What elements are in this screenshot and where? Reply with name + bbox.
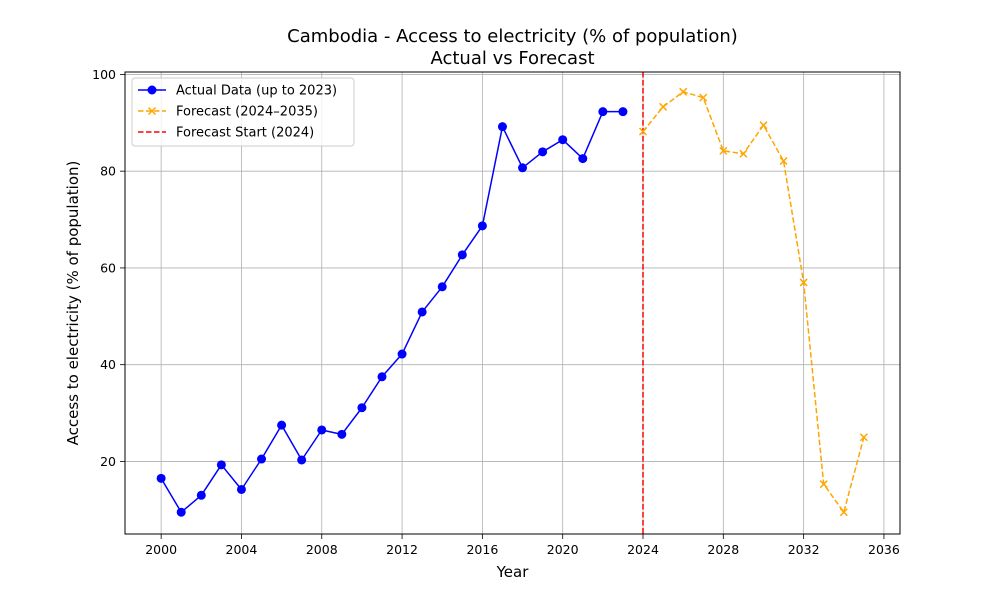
- x-tick-label: 2036: [868, 542, 900, 557]
- forecast-data-point: [739, 149, 748, 158]
- actual-data-point: [417, 307, 427, 317]
- actual-data-point: [518, 163, 528, 173]
- legend-actual-label: Actual Data (up to 2023): [176, 84, 337, 99]
- actual-data-point: [176, 507, 186, 517]
- x-tick-label: 2016: [466, 542, 498, 557]
- legend-actual-marker: [147, 85, 157, 95]
- actual-data-point: [377, 372, 387, 382]
- actual-data-point: [578, 154, 588, 164]
- forecast-data-point: [638, 127, 648, 136]
- actual-data-point: [397, 349, 407, 359]
- x-tick-label: 2020: [547, 542, 579, 557]
- actual-data-point: [457, 250, 467, 260]
- actual-data-point: [357, 403, 367, 413]
- actual-data-point: [196, 490, 206, 500]
- actual-data-point: [598, 107, 608, 117]
- actual-data-point: [538, 147, 548, 157]
- y-tick-label: 100: [92, 67, 116, 82]
- chart-subtitle: Actual vs Forecast: [430, 48, 594, 69]
- forecast-series-line: [642, 91, 865, 513]
- actual-data-point: [216, 460, 226, 470]
- y-tick-label: 40: [100, 357, 116, 372]
- actual-data-point: [477, 221, 487, 231]
- x-tick-label: 2032: [788, 542, 820, 557]
- legend-box: [131, 77, 355, 147]
- forecast-data-point: [719, 146, 728, 155]
- grid: [125, 72, 900, 534]
- legend-forecast-marker: [147, 106, 157, 116]
- x-tick-label: 2004: [226, 542, 258, 557]
- actual-data-point: [497, 122, 507, 132]
- plot-frame: [124, 71, 901, 535]
- ticks: 2000 2004 2008 2012 2016 2020 2024 2028 2032 2036…: [92, 67, 900, 557]
- actual-data-point: [558, 135, 568, 145]
- forecast-data-point: [799, 278, 808, 287]
- y-tick-label: 20: [100, 454, 116, 469]
- x-tick-label: 2000: [145, 542, 177, 557]
- y-tick-label: 80: [100, 164, 116, 179]
- x-axis-label: Year: [496, 563, 530, 581]
- x-tick-label: 2028: [707, 542, 739, 557]
- legend-forecast-start-label: Forecast Start (2024): [176, 126, 314, 141]
- actual-data-point: [257, 454, 267, 464]
- actual-data-point: [156, 473, 166, 483]
- legend-entry-forecast-start: Forecast Start (2024): [138, 126, 314, 141]
- legend: Actual Data (up to 2023) Forecast (2024–…: [131, 77, 355, 147]
- forecast-data-point: [699, 93, 708, 102]
- actual-data-point: [236, 484, 246, 494]
- legend-entry-actual: Actual Data (up to 2023): [138, 84, 337, 99]
- y-axis-label: Access to electricity (% of population): [64, 161, 82, 446]
- x-tick-label: 2008: [306, 542, 338, 557]
- y-tick-label: 60: [100, 260, 116, 275]
- legend-entry-forecast: Forecast (2024–2035): [138, 105, 318, 120]
- actual-data-point: [297, 455, 307, 465]
- x-tick-label: 2012: [386, 542, 418, 557]
- chart-title: Cambodia - Access to electricity (% of p…: [287, 26, 738, 47]
- forecast-data-point: [779, 156, 788, 166]
- forecast-data-point: [759, 121, 768, 130]
- x-tick-label: 2024: [627, 542, 659, 557]
- actual-series-line: [160, 110, 623, 513]
- forecast-data-point: [859, 433, 868, 442]
- forecast-data-point: [839, 508, 848, 517]
- forecast-data-point: [659, 102, 668, 111]
- series-layer: [156, 72, 868, 534]
- actual-data-point: [317, 425, 327, 435]
- forecast-data-point: [679, 87, 688, 96]
- actual-data-point: [437, 282, 447, 292]
- legend-forecast-label: Forecast (2024–2035): [176, 105, 318, 120]
- actual-data-point: [337, 429, 347, 439]
- forecast-data-point: [819, 480, 828, 489]
- actual-data-point: [277, 420, 287, 430]
- actual-data-point: [618, 107, 628, 117]
